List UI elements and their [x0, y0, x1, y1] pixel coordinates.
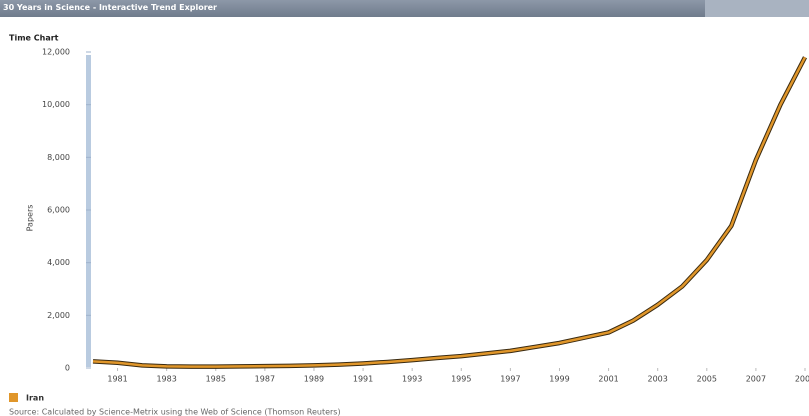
legend-label: Iran: [26, 394, 44, 403]
x-tick-label: 1983: [156, 375, 176, 384]
legend-swatch: [9, 393, 18, 402]
x-tick-label: 2001: [598, 375, 618, 384]
header-title: 30 Years in Science - Interactive Trend …: [3, 3, 217, 12]
chart: Time Chart Papers Iran Source: Calculate…: [0, 17, 809, 416]
x-tick-label: 1991: [353, 375, 373, 384]
y-tick-label: 10,000: [42, 100, 70, 109]
y-axis-bar: [86, 55, 91, 367]
x-tick-label: 1989: [304, 375, 324, 384]
x-tick-label: 1993: [402, 375, 422, 384]
chart-title: Time Chart: [9, 34, 59, 43]
header-bar: 30 Years in Science - Interactive Trend …: [0, 0, 809, 17]
y-tick-label: 8,000: [47, 153, 70, 162]
x-tick-label: 1985: [206, 375, 226, 384]
line: [93, 57, 805, 366]
x-tick-label: 1981: [107, 375, 127, 384]
x-tick-label: 1997: [500, 375, 520, 384]
x-tick-label: 1995: [451, 375, 471, 384]
source-note: Source: Calculated by Science-Metrix usi…: [9, 408, 341, 416]
x-tick-label: 2009: [795, 375, 809, 384]
x-tick-label: 1987: [255, 375, 275, 384]
page: 30 Years in Science - Interactive Trend …: [0, 0, 809, 416]
header-tab: [705, 0, 809, 17]
y-tick-label: 12,000: [42, 48, 70, 57]
x-tick-label: 2005: [697, 375, 717, 384]
y-tick-label: 4,000: [47, 258, 70, 267]
x-tick-label: 1999: [549, 375, 569, 384]
y-tick-label: 6,000: [47, 206, 70, 215]
line-shadow: [93, 57, 805, 366]
y-tick-label: 0: [65, 364, 70, 373]
x-tick-label: 2007: [746, 375, 766, 384]
y-tick-label: 2,000: [47, 311, 70, 320]
x-tick-label: 2003: [648, 375, 668, 384]
y-axis-label: Papers: [26, 205, 35, 232]
